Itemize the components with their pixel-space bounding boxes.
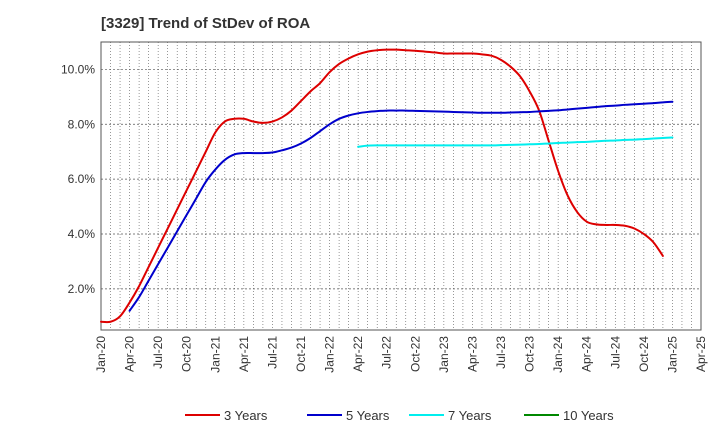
- y-tick-label: 10.0%: [61, 62, 95, 76]
- x-tick-label: Apr-21: [237, 336, 251, 372]
- series-line-5-years: [128, 100, 674, 312]
- x-tick-label: Jul-21: [265, 336, 279, 369]
- x-tick-label: Jul-23: [494, 336, 508, 369]
- y-tick-label: 8.0%: [68, 117, 96, 131]
- series-line-3-years: [100, 48, 664, 324]
- x-tick-label: Jul-20: [151, 336, 165, 369]
- x-tick-label: Oct-23: [523, 336, 537, 372]
- series-line-7-years: [357, 136, 674, 148]
- x-tick-label: Apr-22: [351, 336, 365, 372]
- y-tick-label: 2.0%: [68, 282, 96, 296]
- x-tick-label: Jan-22: [323, 336, 337, 373]
- x-tick-label: Apr-23: [465, 336, 479, 372]
- x-tick-label: Oct-24: [637, 336, 651, 372]
- grid-layer: [100, 41, 702, 331]
- series-layer: [100, 48, 674, 324]
- x-tick-label: Jan-25: [665, 336, 679, 373]
- x-tick-label: Oct-21: [294, 336, 308, 372]
- chart-legend: 3 Years 5 Years 7 Years 10 Years: [185, 408, 614, 423]
- x-tick-label: Apr-25: [694, 336, 708, 372]
- x-tick-label: Jul-24: [608, 336, 622, 369]
- y-tick-label: 6.0%: [68, 172, 96, 186]
- x-tick-label: Oct-20: [180, 336, 194, 372]
- legend-label: 3 Years: [224, 408, 268, 423]
- y-tick-label: 4.0%: [68, 227, 96, 241]
- x-tick-label: Jan-23: [437, 336, 451, 373]
- legend-label: 5 Years: [346, 408, 390, 423]
- axis-layer: 2.0% 4.0% 6.0% 8.0% 10.0% Jan-20 Apr-20 Jul-20 O…: [61, 62, 708, 372]
- x-tick-label: Apr-24: [580, 336, 594, 372]
- plot-frame: [100, 41, 702, 331]
- x-tick-label: Jan-24: [551, 336, 565, 373]
- chart-title: [3329] Trend of StDev of ROA: [101, 15, 311, 32]
- x-tick-label: Jan-21: [208, 336, 222, 373]
- x-tick-label: Apr-20: [123, 336, 137, 372]
- legend-label: 7 Years: [448, 408, 492, 423]
- legend-label: 10 Years: [563, 408, 614, 423]
- x-tick-label: Jan-20: [94, 336, 108, 373]
- x-tick-label: Jul-22: [380, 336, 394, 369]
- x-tick-label: Oct-22: [408, 336, 422, 372]
